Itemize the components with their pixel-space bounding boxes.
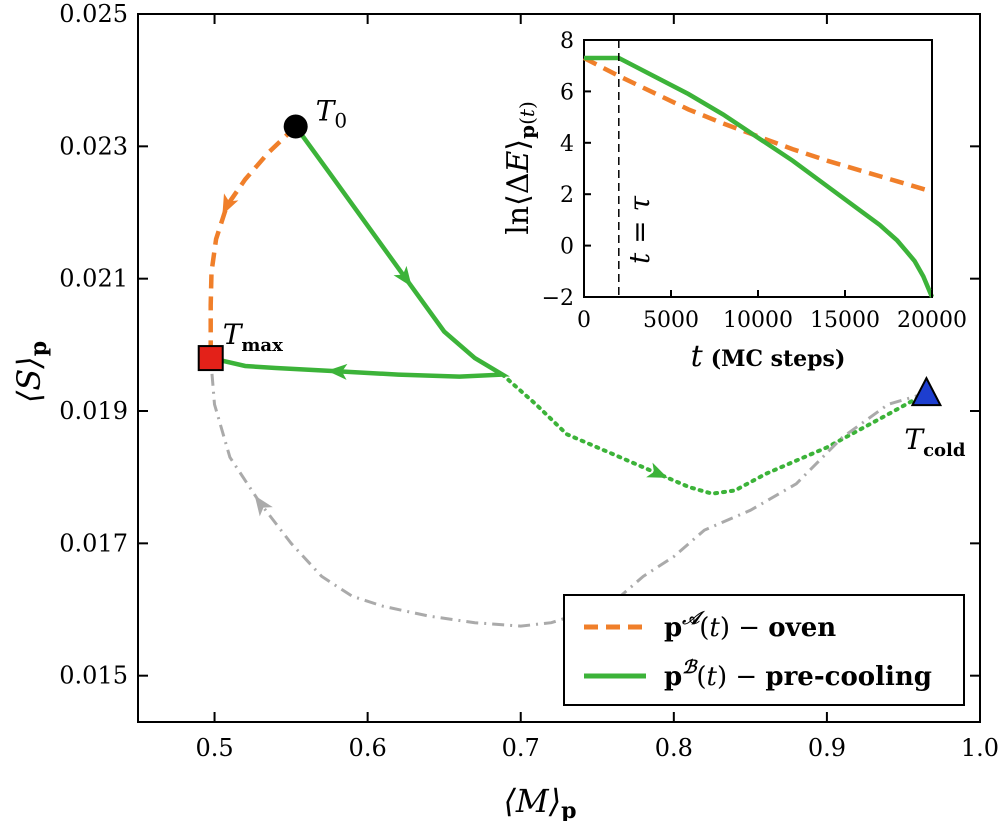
inset-y-tick-label: 4 [560, 132, 574, 157]
main-series-layer [208, 124, 929, 628]
main-x-axis-label: ⟨M⟩p [503, 782, 576, 821]
direction-arrow-2 [327, 363, 348, 380]
direction-arrow-4 [254, 495, 273, 517]
inset-y-tick-label: 2 [560, 183, 574, 208]
main-x-tick-label: 0.9 [808, 734, 846, 762]
tcold-marker [910, 375, 943, 407]
main-x-tick-label: 0.5 [195, 734, 233, 762]
main-x-tick-label: 1.0 [961, 734, 999, 762]
inset-x-tick-label: 15000 [810, 308, 880, 333]
main-x-tick-label: 0.8 [655, 734, 693, 762]
main-plot-frame [137, 13, 981, 723]
direction-arrow-3 [646, 462, 668, 478]
inset-series-line-1 [584, 55, 935, 298]
direction-arrow-0 [222, 193, 239, 215]
main-ticks-layer: 0.5 0.6 0.7 0.8 0.9 1.0 0.015 0.017 0.019 0.021 0.… [59, 0, 999, 762]
main-series-line-0 [208, 124, 298, 359]
inset-y-tick-label: −2 [542, 286, 574, 311]
main-y-axis-label: ⟨S⟩p [10, 341, 52, 403]
direction-arrow-1 [393, 265, 412, 287]
inset-y-tick-label: 6 [560, 80, 574, 105]
main-series-line-2 [500, 372, 929, 496]
main-y-tick-label: 0.019 [59, 397, 128, 425]
inset-x-axis-label: t (MC steps) [691, 339, 846, 374]
inset-x-tick-label: 20000 [897, 308, 967, 333]
inset-x-tick-label: 10000 [723, 308, 793, 333]
inset-y-axis-label: ln⟨ΔE⟩p(t) [501, 101, 539, 235]
t0-label: T0 [316, 94, 347, 132]
main-points-layer: T0 Tmax Tcold [197, 94, 966, 461]
main-y-tick-label: 0.025 [59, 0, 128, 28]
tmax-label: Tmax [223, 318, 283, 356]
inset-tau-label: t = τ [623, 195, 656, 264]
inset-y-tick-label: 0 [560, 235, 574, 260]
main-y-tick-label: 0.017 [59, 529, 128, 557]
inset-series-line-0 [582, 56, 933, 194]
main-series-line-3 [209, 357, 927, 628]
main-y-tick-label: 0.021 [59, 265, 128, 293]
inset-y-tick-label: 8 [560, 29, 574, 54]
main-y-tick-label: 0.015 [59, 662, 128, 690]
main-x-tick-label: 0.6 [349, 734, 387, 762]
t0-marker [283, 114, 308, 139]
inset-plot-frame [583, 39, 933, 298]
inset-series-layer [582, 55, 935, 298]
inset-x-tick-label: 0 [577, 308, 591, 333]
tmax-marker [197, 345, 224, 372]
tcold-label: Tcold [904, 423, 965, 461]
main-x-tick-label: 0.7 [502, 734, 540, 762]
legend: p𝒜(t) − oven pℬ(t) − pre-cooling [563, 594, 965, 706]
legend-precooling-label: pℬ(t) − pre-cooling [664, 657, 932, 692]
inset-x-tick-label: 5000 [643, 308, 699, 333]
main-y-tick-label: 0.023 [59, 132, 128, 160]
